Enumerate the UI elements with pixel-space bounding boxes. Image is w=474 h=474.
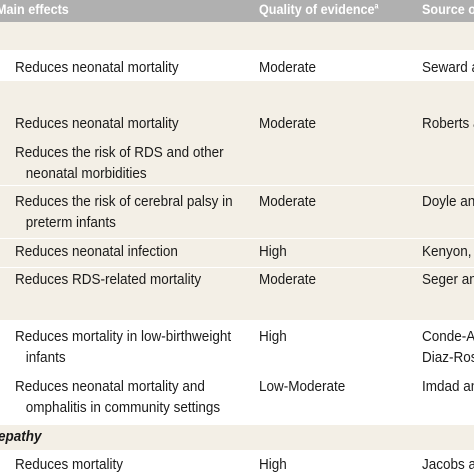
effect-cell: Reduces neonatal mortality and: [15, 378, 205, 395]
band: [0, 22, 474, 50]
effect-cell: Reduces neonatal infection: [15, 243, 178, 260]
band: [0, 81, 474, 110]
table-header: Main effects Quality of evidencea Source…: [0, 0, 474, 22]
effect-cell-continued: preterm infants: [25, 214, 116, 231]
band: [0, 425, 474, 450]
row-divider: [0, 238, 474, 239]
source-cell: Imdad an: [422, 378, 474, 395]
band: [0, 296, 474, 320]
effect-cell: Reduces neonatal mortality: [15, 59, 179, 76]
band: [0, 267, 474, 296]
row-divider: [0, 267, 474, 268]
source-cell: Jacobs a: [422, 456, 474, 473]
effect-cell-continued: omphalitis in community settings: [25, 399, 221, 416]
source-cell: Doyle and: [422, 193, 474, 210]
quality-cell: High: [259, 243, 287, 260]
band: [0, 110, 474, 238]
header-quality-label: Quality of evidence: [259, 1, 375, 17]
quality-cell: Moderate: [259, 271, 317, 288]
source-cell: Kenyon, I: [422, 243, 474, 260]
header-main-effects: Main effects: [0, 1, 69, 17]
quality-cell: Moderate: [259, 115, 317, 132]
source-cell: Seger an: [422, 271, 474, 288]
quality-cell: Low-Moderate: [259, 378, 346, 395]
effect-cell: Reduces mortality in low-birthweight: [15, 328, 232, 345]
source-cell-continued: Diaz-Ros: [422, 349, 474, 366]
effect-cell: Reduces the risk of RDS and other: [15, 144, 224, 161]
row-divider: [0, 185, 474, 186]
quality-cell: High: [259, 456, 287, 473]
effect-cell: Reduces neonatal mortality: [15, 115, 179, 132]
source-cell: Roberts a: [422, 115, 474, 132]
effect-cell: Reduces mortality: [15, 456, 124, 473]
band: [0, 238, 474, 267]
source-cell: Conde-Ag: [422, 328, 474, 345]
effect-cell: Reduces the risk of cerebral palsy in: [15, 193, 233, 210]
quality-cell: High: [259, 328, 287, 345]
header-quality-footnote: a: [374, 1, 379, 11]
effect-cell-continued: neonatal morbidities: [25, 165, 147, 182]
effect-cell-continued: infants: [25, 349, 66, 366]
section-heading: epathy: [0, 428, 42, 445]
header-source: Source of: [422, 1, 474, 17]
effect-cell: Reduces RDS-related mortality: [15, 271, 202, 288]
quality-cell: Moderate: [259, 193, 317, 210]
source-cell: Seward a: [422, 59, 474, 76]
quality-cell: Moderate: [259, 59, 317, 76]
header-quality-of-evidence: Quality of evidencea: [259, 1, 379, 17]
